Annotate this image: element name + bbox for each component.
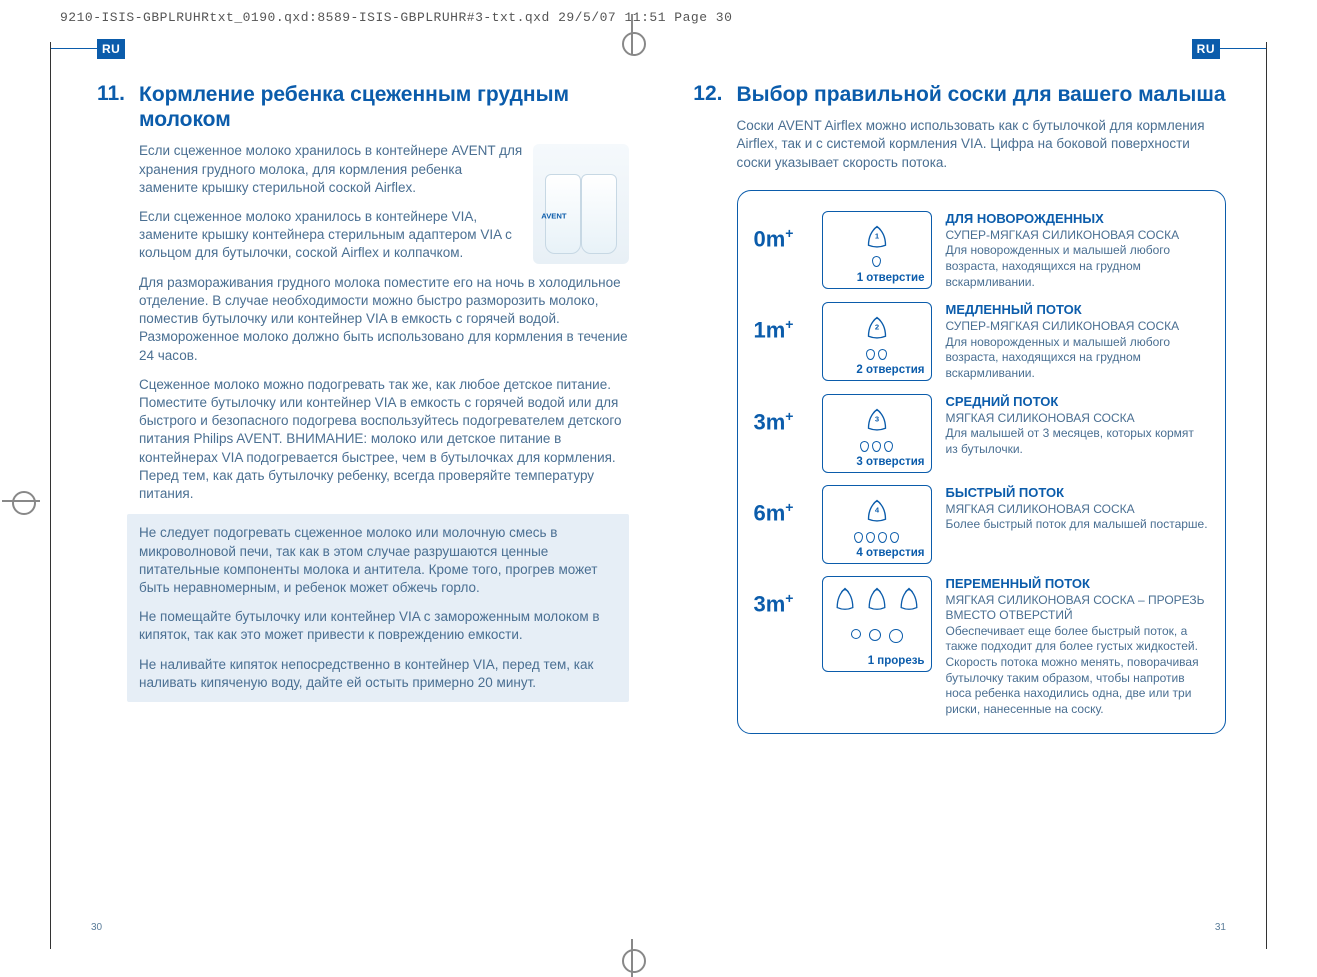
language-badge-left: RU: [97, 39, 125, 59]
section-title-text: Выбор правильной соски для вашего малыша: [737, 82, 1226, 107]
drop-icon: [872, 441, 881, 452]
section-11-body: AVENT Если сцеженное молоко хранилось в …: [139, 142, 629, 702]
language-badge-right: RU: [1192, 39, 1220, 59]
page-spread: RU RU 11. Кормление ребенка сцеженным гр…: [50, 42, 1267, 949]
holes-caption: 1 прорезь: [868, 655, 925, 667]
teat-subtext: СУПЕР-МЯГКАЯ СИЛИКОНОВАЯ СОСКАДля новоро…: [946, 228, 1210, 290]
teat-icon: 3: [860, 401, 894, 435]
teat-icon-box: 2 2 отверстия: [822, 302, 932, 381]
teat-title: ДЛЯ НОВОРОЖДЕННЫХ: [946, 211, 1210, 226]
drop-icon: [884, 441, 893, 452]
svg-text:4: 4: [874, 505, 879, 514]
teat-row: 3m+ 1 прорезь ПЕРЕМЕННЫЙ ПОТОК МЯГКАЯ СИ…: [754, 570, 1210, 724]
section-title-text: Кормление ребенка сцеженным грудным моло…: [139, 82, 629, 132]
warning-box: Не следует подогревать сцеженное молоко …: [127, 514, 629, 702]
teat-icon: 4: [860, 492, 894, 526]
teat-description: ПЕРЕМЕННЫЙ ПОТОК МЯГКАЯ СИЛИКОНОВАЯ СОСК…: [946, 576, 1210, 718]
teat-row: 0m+ 1 1 отверстие ДЛЯ НОВОРОЖДЕННЫХ СУПЕ…: [754, 205, 1210, 296]
drop-icon: [866, 532, 875, 543]
right-page: 12. Выбор правильной соски для вашего ма…: [689, 70, 1227, 931]
teat-icon: [832, 583, 858, 613]
age-label: 0m+: [754, 211, 808, 252]
para: Не наливайте кипяток непосредственно в к…: [139, 656, 617, 692]
section-number: 12.: [689, 82, 723, 107]
page-number-right: 31: [1215, 922, 1226, 933]
crop-mark-left: [8, 487, 38, 517]
bottle-brand-label: AVENT: [541, 211, 566, 221]
section-12-heading: 12. Выбор правильной соски для вашего ма…: [689, 82, 1227, 107]
teat-subtext: МЯГКАЯ СИЛИКОНОВАЯ СОСКАДля малышей от 3…: [946, 411, 1210, 458]
teat-row: 3m+ 3 3 отверстия СРЕДНИЙ ПОТОК МЯГКАЯ С…: [754, 388, 1210, 479]
teat-description: БЫСТРЫЙ ПОТОК МЯГКАЯ СИЛИКОНОВАЯ СОСКАБо…: [946, 485, 1210, 533]
teat-icon-box: 3 3 отверстия: [822, 394, 932, 473]
teat-icon-box: 1 1 отверстие: [822, 211, 932, 289]
age-label: 3m+: [754, 394, 808, 435]
teat-description: ДЛЯ НОВОРОЖДЕННЫХ СУПЕР-МЯГКАЯ СИЛИКОНОВ…: [946, 211, 1210, 290]
age-label: 6m+: [754, 485, 808, 526]
teat-icon: [896, 583, 922, 613]
teat-table: 0m+ 1 1 отверстие ДЛЯ НОВОРОЖДЕННЫХ СУПЕ…: [737, 190, 1227, 735]
drop-icon: [860, 441, 869, 452]
teat-icon: 1: [860, 218, 894, 252]
teat-row: 1m+ 2 2 отверстия МЕДЛЕННЫЙ ПОТОК СУПЕР-…: [754, 296, 1210, 387]
holes-caption: 2 отверстия: [856, 364, 924, 376]
crop-mark-bottom: [620, 947, 644, 971]
drop-icon: [878, 349, 887, 360]
teat-subtext: МЯГКАЯ СИЛИКОНОВАЯ СОСКАБолее быстрый по…: [946, 502, 1210, 533]
section-number: 11.: [91, 82, 125, 132]
para: Сцеженное молоко можно подогревать так ж…: [139, 376, 629, 504]
rule-line-right: [1220, 48, 1266, 49]
holes-caption: 4 отверстия: [856, 547, 924, 559]
teat-row: 6m+ 4 4 отверстия БЫСТРЫЙ ПОТОК МЯГКАЯ С…: [754, 479, 1210, 570]
drop-icon: [866, 349, 875, 360]
rule-line-left: [51, 48, 97, 49]
section-11-heading: 11. Кормление ребенка сцеженным грудным …: [91, 82, 629, 132]
left-page: 11. Кормление ребенка сцеженным грудным …: [91, 70, 629, 931]
teat-description: МЕДЛЕННЫЙ ПОТОК СУПЕР-МЯГКАЯ СИЛИКОНОВАЯ…: [946, 302, 1210, 381]
para: Для размораживания грудного молока помес…: [139, 274, 629, 365]
section-12-intro: Соски AVENT Airflex можно использовать к…: [737, 117, 1227, 172]
svg-text:1: 1: [874, 231, 879, 240]
drop-icon: [872, 256, 881, 267]
holes-caption: 1 отверстие: [857, 272, 925, 284]
page-number-left: 30: [91, 922, 102, 933]
drop-icon: [854, 532, 863, 543]
drop-icon: [878, 532, 887, 543]
teat-icon-box: 1 прорезь: [822, 576, 932, 672]
holes-caption: 3 отверстия: [856, 456, 924, 468]
teat-title: МЕДЛЕННЫЙ ПОТОК: [946, 302, 1210, 317]
teat-title: БЫСТРЫЙ ПОТОК: [946, 485, 1210, 500]
teat-icon: [864, 583, 890, 613]
para: Соски AVENT Airflex можно использовать к…: [737, 117, 1227, 172]
teat-title: СРЕДНИЙ ПОТОК: [946, 394, 1210, 409]
teat-subtext: МЯГКАЯ СИЛИКОНОВАЯ СОСКА – ПРОРЕЗЬ ВМЕСТ…: [946, 593, 1210, 718]
age-label: 3m+: [754, 576, 808, 617]
drop-icon: [890, 532, 899, 543]
age-label: 1m+: [754, 302, 808, 343]
para: Не следует подогревать сцеженное молоко …: [139, 524, 617, 597]
bottle-illustration: AVENT: [533, 144, 629, 264]
teat-icon-box: 4 4 отверстия: [822, 485, 932, 564]
svg-text:2: 2: [874, 323, 878, 332]
teat-subtext: СУПЕР-МЯГКАЯ СИЛИКОНОВАЯ СОСКАДля новоро…: [946, 319, 1210, 381]
svg-text:3: 3: [874, 414, 878, 423]
teat-icon: 2: [860, 309, 894, 343]
teat-description: СРЕДНИЙ ПОТОК МЯГКАЯ СИЛИКОНОВАЯ СОСКАДл…: [946, 394, 1210, 458]
para: Не помещайте бутылочку или контейнер VIA…: [139, 608, 617, 644]
teat-title: ПЕРЕМЕННЫЙ ПОТОК: [946, 576, 1210, 591]
